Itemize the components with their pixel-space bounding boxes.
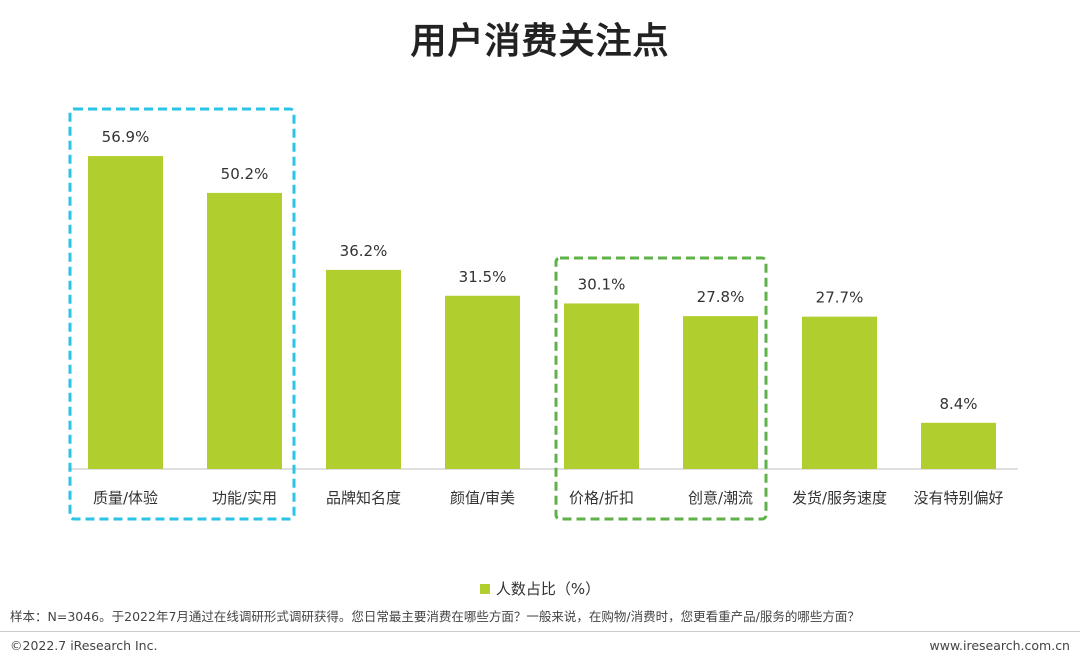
copyright-text: ©2022.7 iResearch Inc. [10,638,158,653]
data-label: 36.2% [340,242,388,260]
data-label: 30.1% [578,275,626,293]
highlight-box [554,256,768,521]
bar [921,422,996,469]
data-label: 27.8% [697,288,745,306]
category-label: 颜值/审美 [450,489,515,507]
data-label: 56.9% [102,128,150,146]
category-label: 没有特别偏好 [913,489,1003,507]
bar [683,316,758,469]
bar [207,192,282,469]
bar-chart: 56.9% 质量/体验 50.2% 功能/实用 36.2% 品牌知名度 31.5% 颜值/审美… [68,107,1018,521]
legend-swatch [479,583,490,594]
highlight-box [68,107,296,521]
data-label: 50.2% [221,165,269,183]
bar [88,156,163,470]
bar [564,303,639,469]
data-label: 31.5% [459,268,507,286]
sample-note: 样本：N=3046。于2022年7月通过在线调研形式调研获得。您日常最主要消费在… [10,609,860,624]
category-label: 品牌知名度 [326,489,401,507]
category-label: 创意/潮流 [688,489,753,507]
category-label: 价格/折扣 [569,489,634,507]
category-label: 发货/服务速度 [792,489,887,507]
data-label: 8.4% [939,395,977,413]
bar [445,295,520,469]
category-label: 功能/实用 [212,489,277,507]
legend-label: 人数占比（%） [495,580,601,598]
bar [326,269,401,469]
data-label: 27.7% [816,289,864,307]
chart-title: 用户消费关注点 [410,21,670,62]
category-label: 质量/体验 [93,489,158,507]
website-link[interactable]: www.iresearch.com.cn [929,638,1071,653]
footer-divider [0,631,1080,632]
bar [802,316,877,469]
chart-legend: 人数占比（%） [0,578,1080,599]
